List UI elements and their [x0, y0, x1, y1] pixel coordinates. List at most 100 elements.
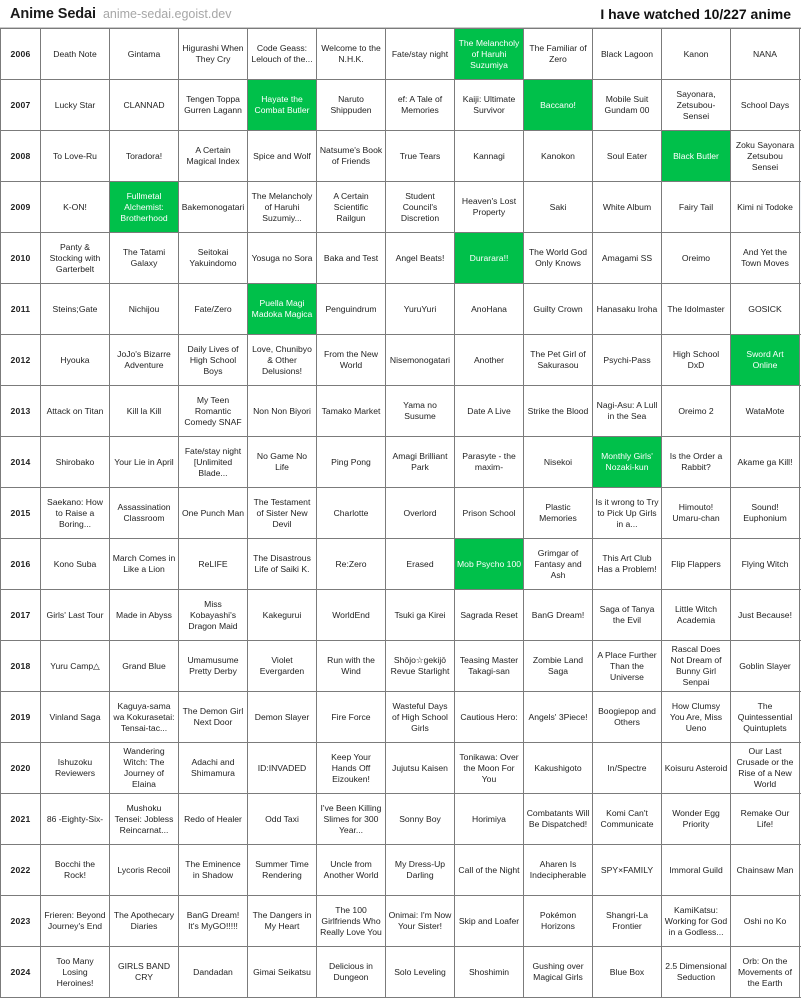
anime-cell-watched[interactable]: Durarara!! — [454, 232, 524, 284]
anime-cell[interactable]: Kill la Kill — [109, 385, 179, 437]
anime-cell[interactable]: Your Lie in April — [109, 436, 179, 488]
anime-cell[interactable]: Heaven's Lost Property — [454, 181, 524, 233]
anime-cell[interactable]: Amagi Brilliant Park — [385, 436, 455, 488]
anime-cell[interactable]: Mushoku Tensei: Jobless Reincarnat... — [109, 793, 179, 845]
anime-cell[interactable]: Teasing Master Takagi-san — [454, 640, 524, 692]
anime-cell[interactable]: AnoHana — [454, 283, 524, 335]
anime-cell[interactable]: Made in Abyss — [109, 589, 179, 641]
anime-cell[interactable]: NANA — [730, 28, 800, 80]
anime-cell[interactable]: ef: A Tale of Memories — [385, 79, 455, 131]
anime-cell[interactable]: Zombie Land Saga — [523, 640, 593, 692]
anime-cell[interactable]: Boogiepop and Others — [592, 691, 662, 743]
anime-cell[interactable]: Yama no Susume — [385, 385, 455, 437]
anime-cell[interactable]: Wasteful Days of High School Girls — [385, 691, 455, 743]
anime-cell[interactable]: 86 -Eighty-Six- — [40, 793, 110, 845]
anime-cell[interactable]: Tsuki ga Kirei — [385, 589, 455, 641]
anime-cell[interactable]: Redo of Healer — [178, 793, 248, 845]
anime-cell[interactable]: The 100 Girlfriends Who Really Love You — [316, 895, 386, 947]
anime-cell[interactable]: Penguindrum — [316, 283, 386, 335]
anime-cell[interactable]: Shirobako — [40, 436, 110, 488]
anime-cell-watched[interactable]: Baccano! — [523, 79, 593, 131]
anime-cell[interactable]: Saekano: How to Raise a Boring... — [40, 487, 110, 539]
anime-cell[interactable]: Death Note — [40, 28, 110, 80]
anime-cell[interactable]: Kaiji: Ultimate Survivor — [454, 79, 524, 131]
anime-cell[interactable]: Mobile Suit Gundam 00 — [592, 79, 662, 131]
anime-cell[interactable]: Toradora! — [109, 130, 179, 182]
anime-cell[interactable]: Shōjo☆gekijō Revue Starlight — [385, 640, 455, 692]
anime-cell[interactable]: ReLIFE — [178, 538, 248, 590]
anime-cell[interactable]: Vinland Saga — [40, 691, 110, 743]
anime-cell[interactable]: Horimiya — [454, 793, 524, 845]
anime-cell[interactable]: Frieren: Beyond Journey's End — [40, 895, 110, 947]
anime-cell[interactable]: Combatants Will Be Dispatched! — [523, 793, 593, 845]
anime-cell[interactable]: I've Been Killing Slimes for 300 Year... — [316, 793, 386, 845]
anime-cell[interactable]: Oreimo 2 — [661, 385, 731, 437]
anime-cell[interactable]: Kimi ni Todoke — [730, 181, 800, 233]
anime-cell[interactable]: Charlotte — [316, 487, 386, 539]
anime-cell[interactable]: Bakemonogatari — [178, 181, 248, 233]
anime-cell[interactable]: March Comes in Like a Lion — [109, 538, 179, 590]
anime-cell[interactable]: ID:INVADED — [247, 742, 317, 794]
anime-cell[interactable]: Demon Slayer — [247, 691, 317, 743]
anime-cell[interactable]: Immoral Guild — [661, 844, 731, 896]
anime-cell[interactable]: Shoshimin — [454, 946, 524, 998]
anime-cell[interactable]: True Tears — [385, 130, 455, 182]
anime-cell[interactable]: Fire Force — [316, 691, 386, 743]
anime-cell[interactable]: The Quintessential Quintuplets — [730, 691, 800, 743]
anime-cell[interactable]: Call of the Night — [454, 844, 524, 896]
anime-cell[interactable]: Fate/stay night [Unlimited Blade... — [178, 436, 248, 488]
anime-cell[interactable]: Angels' 3Piece! — [523, 691, 593, 743]
anime-cell[interactable]: Non Non Biyori — [247, 385, 317, 437]
anime-cell-watched[interactable]: Fullmetal Alchemist: Brotherhood — [109, 181, 179, 233]
anime-cell[interactable]: Erased — [385, 538, 455, 590]
anime-cell[interactable]: Parasyte - the maxim- — [454, 436, 524, 488]
anime-cell[interactable]: Lucky Star — [40, 79, 110, 131]
anime-cell-watched[interactable]: Puella Magi Madoka Magica — [247, 283, 317, 335]
anime-cell[interactable]: The Testament of Sister New Devil — [247, 487, 317, 539]
anime-cell[interactable]: Sayonara, Zetsubou-Sensei — [661, 79, 731, 131]
anime-cell[interactable]: CLANNAD — [109, 79, 179, 131]
anime-cell[interactable]: Daily Lives of High School Boys — [178, 334, 248, 386]
anime-cell[interactable]: Is the Order a Rabbit? — [661, 436, 731, 488]
anime-cell[interactable]: My Teen Romantic Comedy SNAF — [178, 385, 248, 437]
anime-cell[interactable]: Gintama — [109, 28, 179, 80]
anime-cell[interactable]: Angel Beats! — [385, 232, 455, 284]
anime-cell[interactable]: Dandadan — [178, 946, 248, 998]
anime-cell[interactable]: Hyouka — [40, 334, 110, 386]
anime-cell[interactable]: Fairy Tail — [661, 181, 731, 233]
anime-cell[interactable]: Kanokon — [523, 130, 593, 182]
anime-cell[interactable]: Odd Taxi — [247, 793, 317, 845]
anime-cell[interactable]: Goblin Slayer — [730, 640, 800, 692]
anime-cell[interactable]: Kaguya-sama wa Kokurasetai: Tensai-tac..… — [109, 691, 179, 743]
anime-cell[interactable]: Tengen Toppa Gurren Lagann — [178, 79, 248, 131]
anime-cell[interactable]: Yuru Camp△ — [40, 640, 110, 692]
anime-cell[interactable]: Seitokai Yakuindomo — [178, 232, 248, 284]
anime-cell[interactable]: Welcome to the N.H.K. — [316, 28, 386, 80]
anime-cell[interactable]: Komi Can't Communicate — [592, 793, 662, 845]
anime-cell[interactable]: Tonikawa: Over the Moon For You — [454, 742, 524, 794]
anime-cell[interactable]: Flying Witch — [730, 538, 800, 590]
anime-cell[interactable]: Keep Your Hands Off Eizouken! — [316, 742, 386, 794]
anime-cell[interactable]: Gushing over Magical Girls — [523, 946, 593, 998]
anime-cell[interactable]: Assassination Classroom — [109, 487, 179, 539]
anime-cell[interactable]: Spice and Wolf — [247, 130, 317, 182]
anime-cell[interactable]: To Love-Ru — [40, 130, 110, 182]
anime-cell[interactable]: Natsume's Book of Friends — [316, 130, 386, 182]
anime-cell[interactable]: High School DxD — [661, 334, 731, 386]
anime-cell[interactable]: Amagami SS — [592, 232, 662, 284]
anime-cell[interactable]: Tamako Market — [316, 385, 386, 437]
anime-cell[interactable]: Akame ga Kill! — [730, 436, 800, 488]
anime-cell[interactable]: Saki — [523, 181, 593, 233]
anime-cell-watched[interactable]: Monthly Girls' Nozaki-kun — [592, 436, 662, 488]
anime-cell[interactable]: The Dangers in My Heart — [247, 895, 317, 947]
anime-cell[interactable]: Baka and Test — [316, 232, 386, 284]
anime-cell[interactable]: Zoku Sayonara Zetsubou Sensei — [730, 130, 800, 182]
anime-cell[interactable]: Just Because! — [730, 589, 800, 641]
anime-cell[interactable]: The World God Only Knows — [523, 232, 593, 284]
anime-cell[interactable]: JoJo's Bizarre Adventure — [109, 334, 179, 386]
anime-cell[interactable]: Shangri-La Frontier — [592, 895, 662, 947]
anime-cell[interactable]: Our Last Crusade or the Rise of a New Wo… — [730, 742, 800, 794]
anime-cell[interactable]: Bocchi the Rock! — [40, 844, 110, 896]
anime-cell[interactable]: Gimai Seikatsu — [247, 946, 317, 998]
anime-cell[interactable]: Grimgar of Fantasy and Ash — [523, 538, 593, 590]
